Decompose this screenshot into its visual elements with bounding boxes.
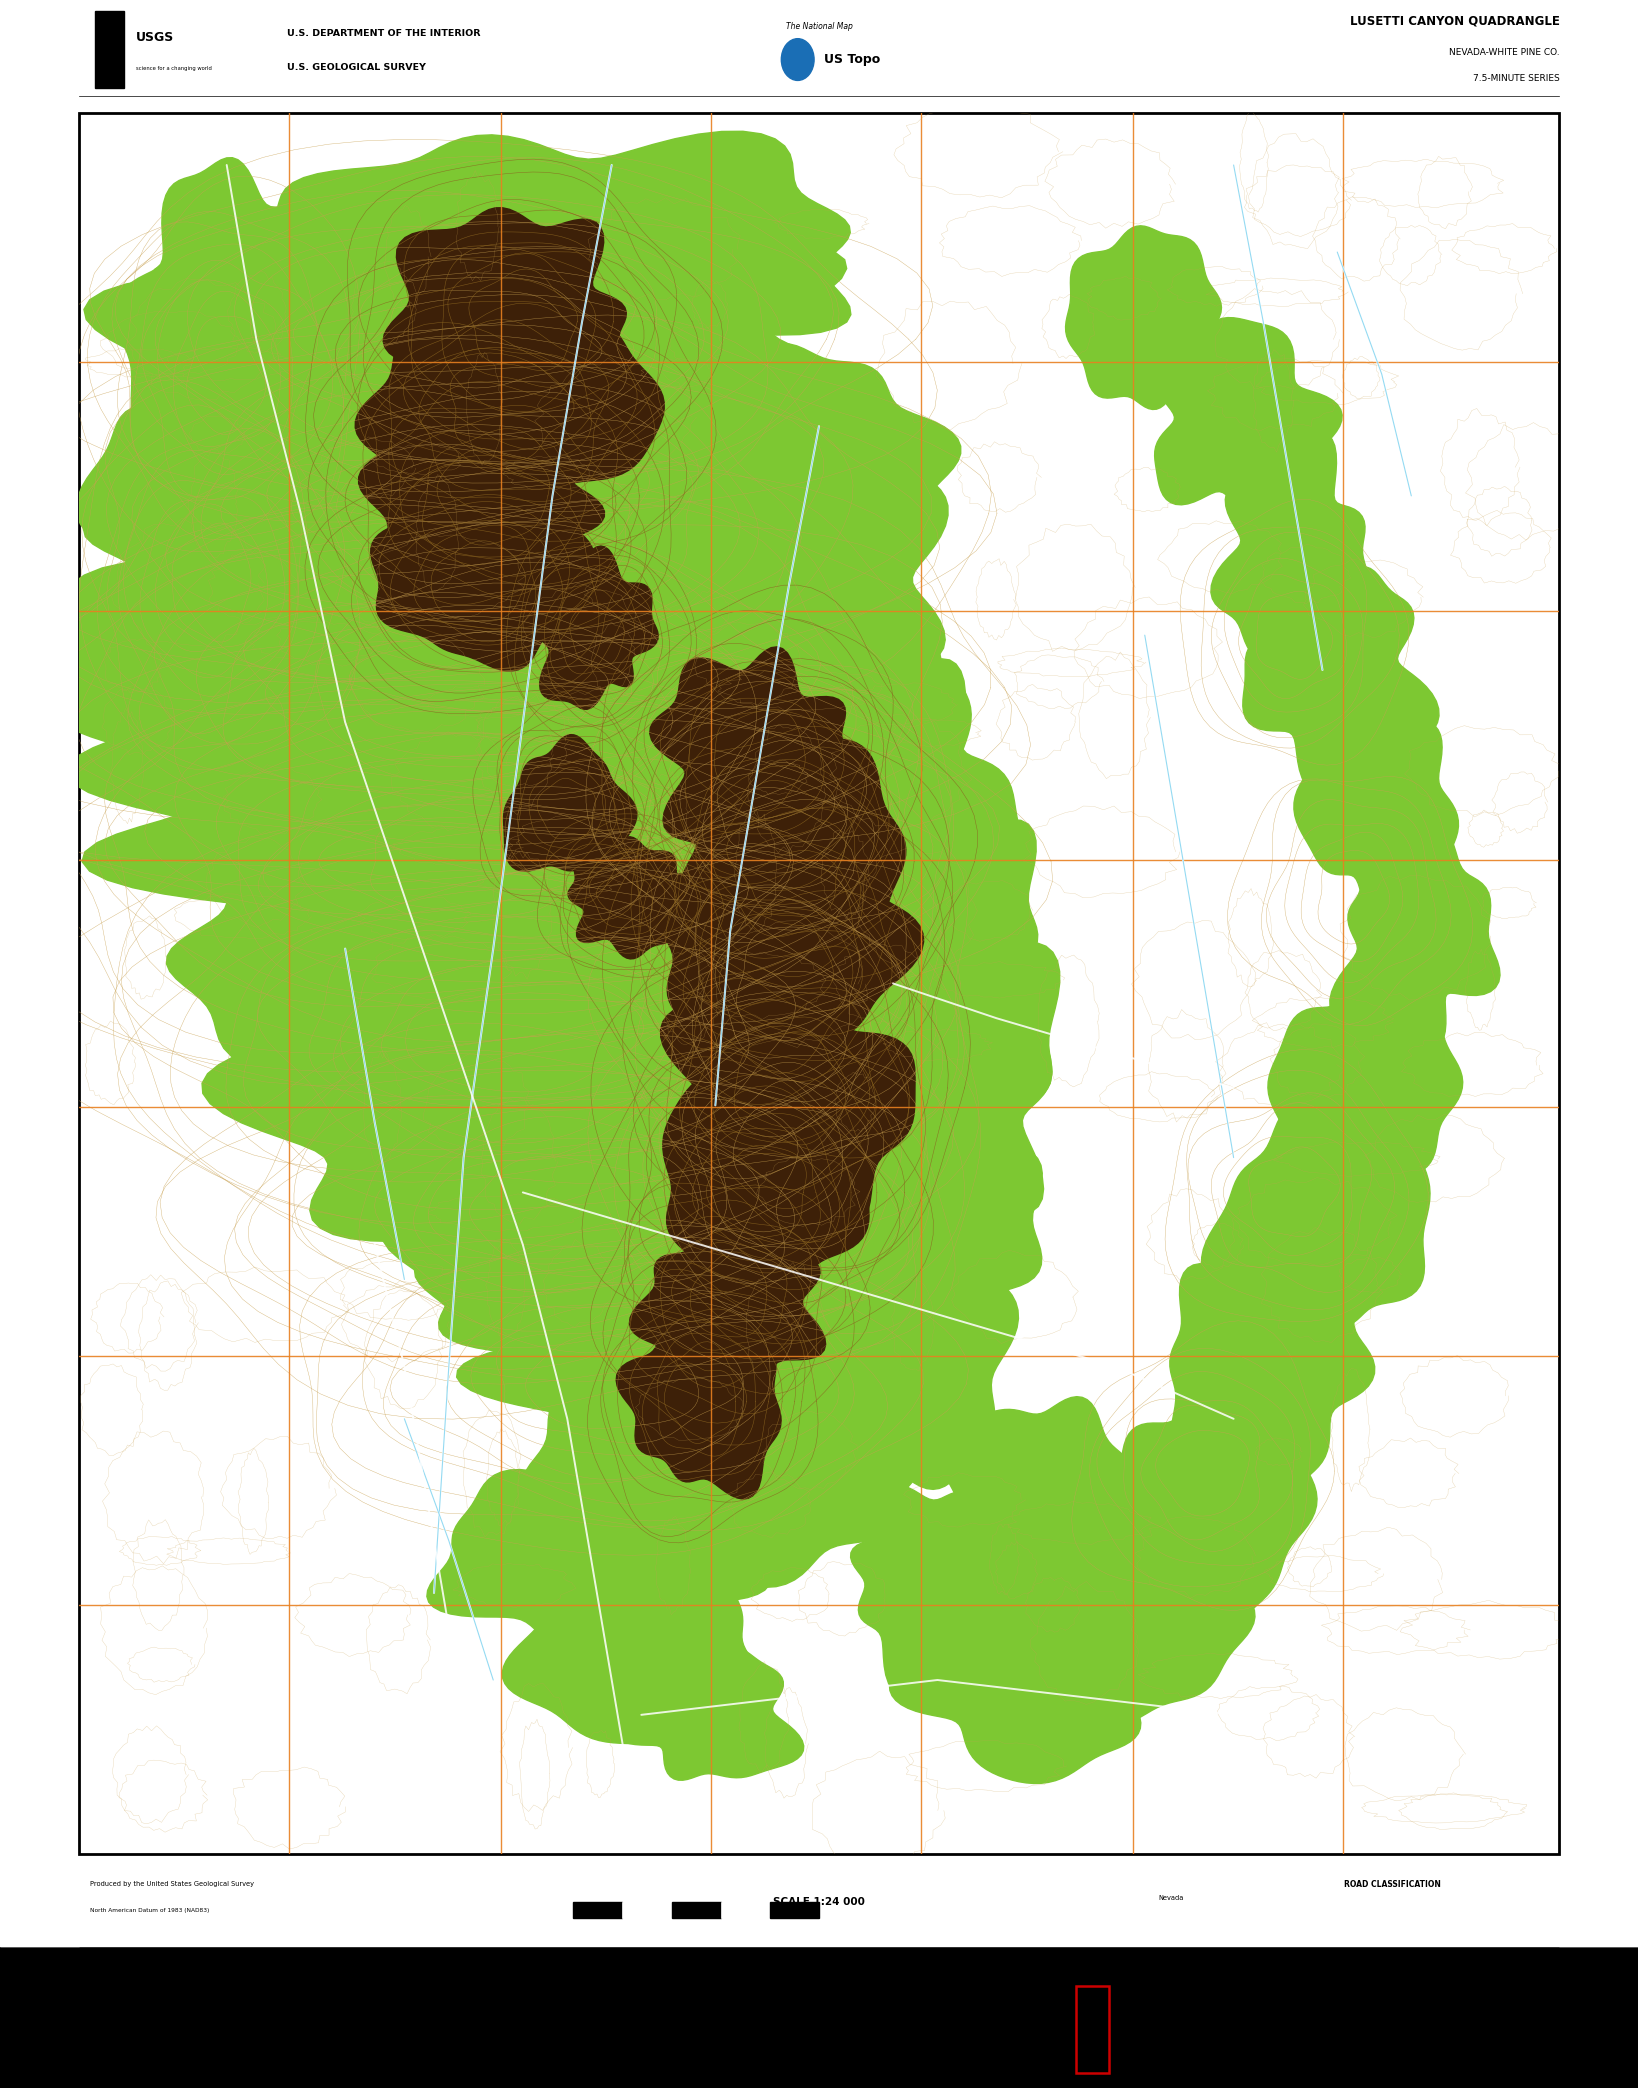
Polygon shape bbox=[680, 739, 906, 1013]
Polygon shape bbox=[1243, 566, 1440, 791]
Polygon shape bbox=[428, 1470, 770, 1645]
Polygon shape bbox=[77, 355, 321, 643]
Polygon shape bbox=[201, 979, 917, 1255]
Polygon shape bbox=[1268, 977, 1463, 1186]
Bar bbox=[95, 10, 124, 88]
Polygon shape bbox=[1210, 434, 1371, 668]
Bar bbox=[0, 0, 79, 1946]
Polygon shape bbox=[115, 159, 341, 495]
Polygon shape bbox=[457, 1255, 912, 1491]
Bar bbox=[1076, 1986, 1109, 2073]
Polygon shape bbox=[1170, 1228, 1374, 1514]
Polygon shape bbox=[737, 566, 971, 804]
Text: SCALE 1:24 000: SCALE 1:24 000 bbox=[773, 1898, 865, 1906]
Polygon shape bbox=[781, 1240, 1019, 1489]
Polygon shape bbox=[763, 660, 1025, 973]
Bar bbox=[1559, 0, 1638, 1946]
Polygon shape bbox=[382, 1163, 919, 1445]
Text: The National Map: The National Map bbox=[786, 23, 852, 31]
Bar bbox=[672, 1902, 721, 1919]
Text: Nevada: Nevada bbox=[1158, 1896, 1184, 1902]
Text: U.S. GEOLOGICAL SURVEY: U.S. GEOLOGICAL SURVEY bbox=[287, 63, 426, 71]
Polygon shape bbox=[39, 560, 942, 877]
Polygon shape bbox=[609, 1631, 804, 1781]
Text: LUSETTI CANYON QUADRANGLE: LUSETTI CANYON QUADRANGLE bbox=[1350, 15, 1559, 27]
Text: science for a changing world: science for a changing world bbox=[136, 67, 211, 71]
Polygon shape bbox=[568, 837, 696, 958]
Text: U.S. DEPARTMENT OF THE INTERIOR: U.S. DEPARTMENT OF THE INTERIOR bbox=[287, 29, 480, 38]
Polygon shape bbox=[649, 831, 924, 1105]
Text: 7.5-MINUTE SERIES: 7.5-MINUTE SERIES bbox=[1473, 75, 1559, 84]
Polygon shape bbox=[383, 207, 632, 449]
Polygon shape bbox=[1202, 1084, 1430, 1328]
Bar bbox=[79, 113, 1559, 1854]
Polygon shape bbox=[1097, 1378, 1317, 1639]
Polygon shape bbox=[151, 132, 850, 374]
Polygon shape bbox=[84, 393, 937, 689]
Polygon shape bbox=[534, 547, 658, 710]
Polygon shape bbox=[66, 597, 832, 979]
Polygon shape bbox=[84, 215, 852, 491]
Bar bbox=[0, 1867, 1638, 1946]
Bar bbox=[573, 1902, 622, 1919]
Bar bbox=[0, 0, 1638, 113]
Bar bbox=[770, 1902, 819, 1919]
Text: Produced by the United States Geological Survey: Produced by the United States Geological… bbox=[90, 1881, 254, 1888]
Polygon shape bbox=[503, 1560, 757, 1743]
Polygon shape bbox=[744, 777, 1052, 1134]
Circle shape bbox=[781, 40, 814, 81]
Polygon shape bbox=[850, 1487, 1032, 1695]
Polygon shape bbox=[660, 969, 916, 1238]
Text: North American Datum of 1983 (NAD83): North American Datum of 1983 (NAD83) bbox=[90, 1908, 210, 1913]
Polygon shape bbox=[889, 1599, 1140, 1783]
Polygon shape bbox=[1330, 831, 1500, 1067]
Polygon shape bbox=[1066, 226, 1222, 409]
Text: US Topo: US Topo bbox=[824, 52, 880, 67]
Bar bbox=[721, 1902, 770, 1919]
Polygon shape bbox=[663, 1071, 870, 1290]
Polygon shape bbox=[57, 449, 868, 779]
Polygon shape bbox=[629, 345, 962, 593]
Bar bbox=[0, 1946, 1638, 2088]
Bar bbox=[622, 1902, 672, 1919]
Polygon shape bbox=[616, 1309, 781, 1499]
Polygon shape bbox=[698, 407, 948, 725]
Polygon shape bbox=[167, 791, 855, 1119]
Polygon shape bbox=[1294, 714, 1458, 929]
Polygon shape bbox=[1153, 317, 1342, 509]
Polygon shape bbox=[123, 265, 880, 599]
Polygon shape bbox=[1009, 1501, 1255, 1725]
Text: NEVADA-WHITE PINE CO.: NEVADA-WHITE PINE CO. bbox=[1448, 48, 1559, 56]
Polygon shape bbox=[785, 1061, 1042, 1374]
Polygon shape bbox=[359, 380, 604, 639]
Polygon shape bbox=[650, 647, 865, 892]
Polygon shape bbox=[503, 735, 637, 871]
Text: USGS: USGS bbox=[136, 31, 174, 44]
Polygon shape bbox=[355, 322, 663, 530]
Polygon shape bbox=[370, 489, 595, 670]
Polygon shape bbox=[82, 706, 971, 1038]
Polygon shape bbox=[629, 1190, 826, 1397]
Polygon shape bbox=[939, 1397, 1135, 1620]
Polygon shape bbox=[388, 1075, 950, 1345]
Polygon shape bbox=[773, 896, 1060, 1261]
Text: ROAD CLASSIFICATION: ROAD CLASSIFICATION bbox=[1343, 1879, 1441, 1890]
Polygon shape bbox=[110, 514, 288, 816]
Polygon shape bbox=[523, 1380, 927, 1587]
Polygon shape bbox=[224, 867, 909, 1182]
